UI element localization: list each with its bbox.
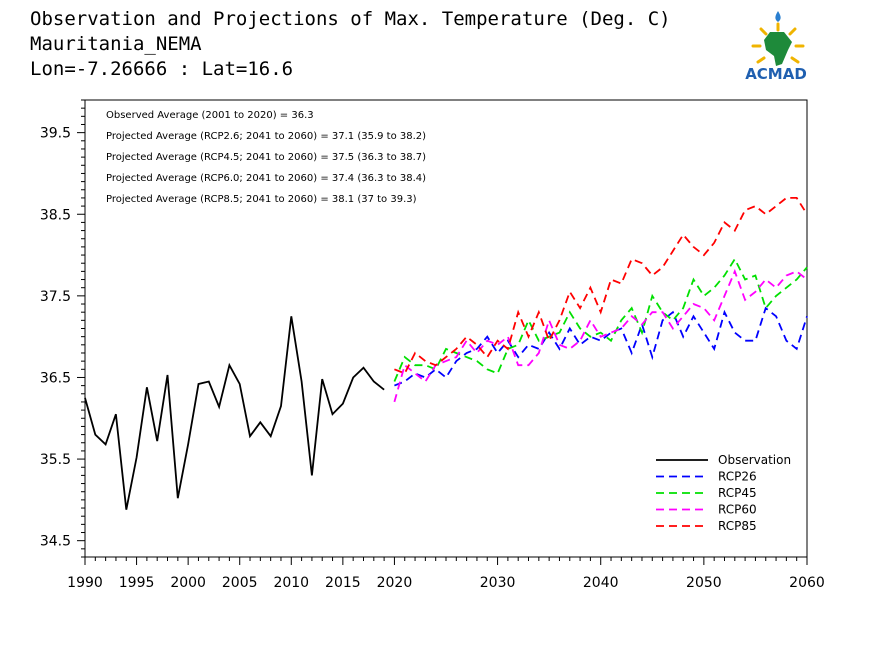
y-tick-label: 36.5: [40, 370, 71, 386]
x-tick-label: 2000: [170, 575, 206, 591]
x-tick-label: 2050: [686, 575, 722, 591]
series-line-rcp26: [394, 306, 808, 387]
annotation-text: Projected Average (RCP2.6; 2041 to 2060)…: [106, 131, 426, 142]
axis-ticks: [77, 99, 808, 565]
y-tick-label: 35.5: [40, 452, 71, 468]
annotation-text: Projected Average (RCP4.5; 2041 to 2060)…: [106, 152, 426, 163]
chart-subtitle: Mauritania_NEMA: [30, 33, 202, 55]
y-tick-label: 38.5: [40, 207, 71, 223]
location-label: Lon=-7.26666 : Lat=16.6: [30, 58, 294, 80]
legend-label: RCP26: [718, 470, 757, 484]
y-tick-label: 37.5: [40, 289, 71, 305]
legend-label: Observation: [718, 453, 791, 467]
logo-text: ACMAD: [745, 65, 807, 83]
x-tick-label: 1995: [119, 575, 155, 591]
x-tick-label: 2030: [480, 575, 516, 591]
series-line-observation: [84, 316, 385, 510]
annotation-text: Projected Average (RCP6.0; 2041 to 2060)…: [106, 173, 426, 184]
x-tick-label: 2020: [377, 575, 413, 591]
legend: Observation RCP26 RCP45 RCP60 RCP85: [656, 453, 791, 533]
annotation-text: Projected Average (RCP8.5; 2041 to 2060)…: [106, 194, 417, 205]
annotation-text: Observed Average (2001 to 2020) = 36.3: [106, 110, 314, 121]
series-line-rcp45: [393, 257, 808, 382]
acmad-logo: ACMAD: [745, 11, 807, 83]
legend-label: RCP45: [718, 486, 757, 500]
x-tick-label: 1990: [67, 575, 103, 591]
y-tick-label: 34.5: [40, 534, 71, 550]
x-tick-label: 2060: [789, 575, 825, 591]
y-tick-label: 39.5: [40, 126, 71, 142]
logo-emblem: [751, 11, 805, 66]
series-lines: [84, 196, 808, 510]
series-line-rcp85: [394, 196, 808, 375]
legend-label: RCP60: [718, 503, 757, 517]
chart-title: Observation and Projections of Max. Temp…: [30, 8, 671, 30]
x-tick-label: 2015: [325, 575, 361, 591]
legend-label: RCP85: [718, 519, 757, 533]
series-line-rcp60: [393, 268, 808, 403]
x-tick-label: 2010: [273, 575, 309, 591]
plot-frame: [84, 99, 808, 558]
axis-tick-labels: 1990 1995 2000 2005 2010 2015 2020 2030 2040 2050…: [40, 126, 825, 591]
x-tick-label: 2005: [222, 575, 258, 591]
annotations: Observed Average (2001 to 2020) = 36.3 Pr…: [106, 110, 426, 205]
x-tick-label: 2040: [583, 575, 619, 591]
